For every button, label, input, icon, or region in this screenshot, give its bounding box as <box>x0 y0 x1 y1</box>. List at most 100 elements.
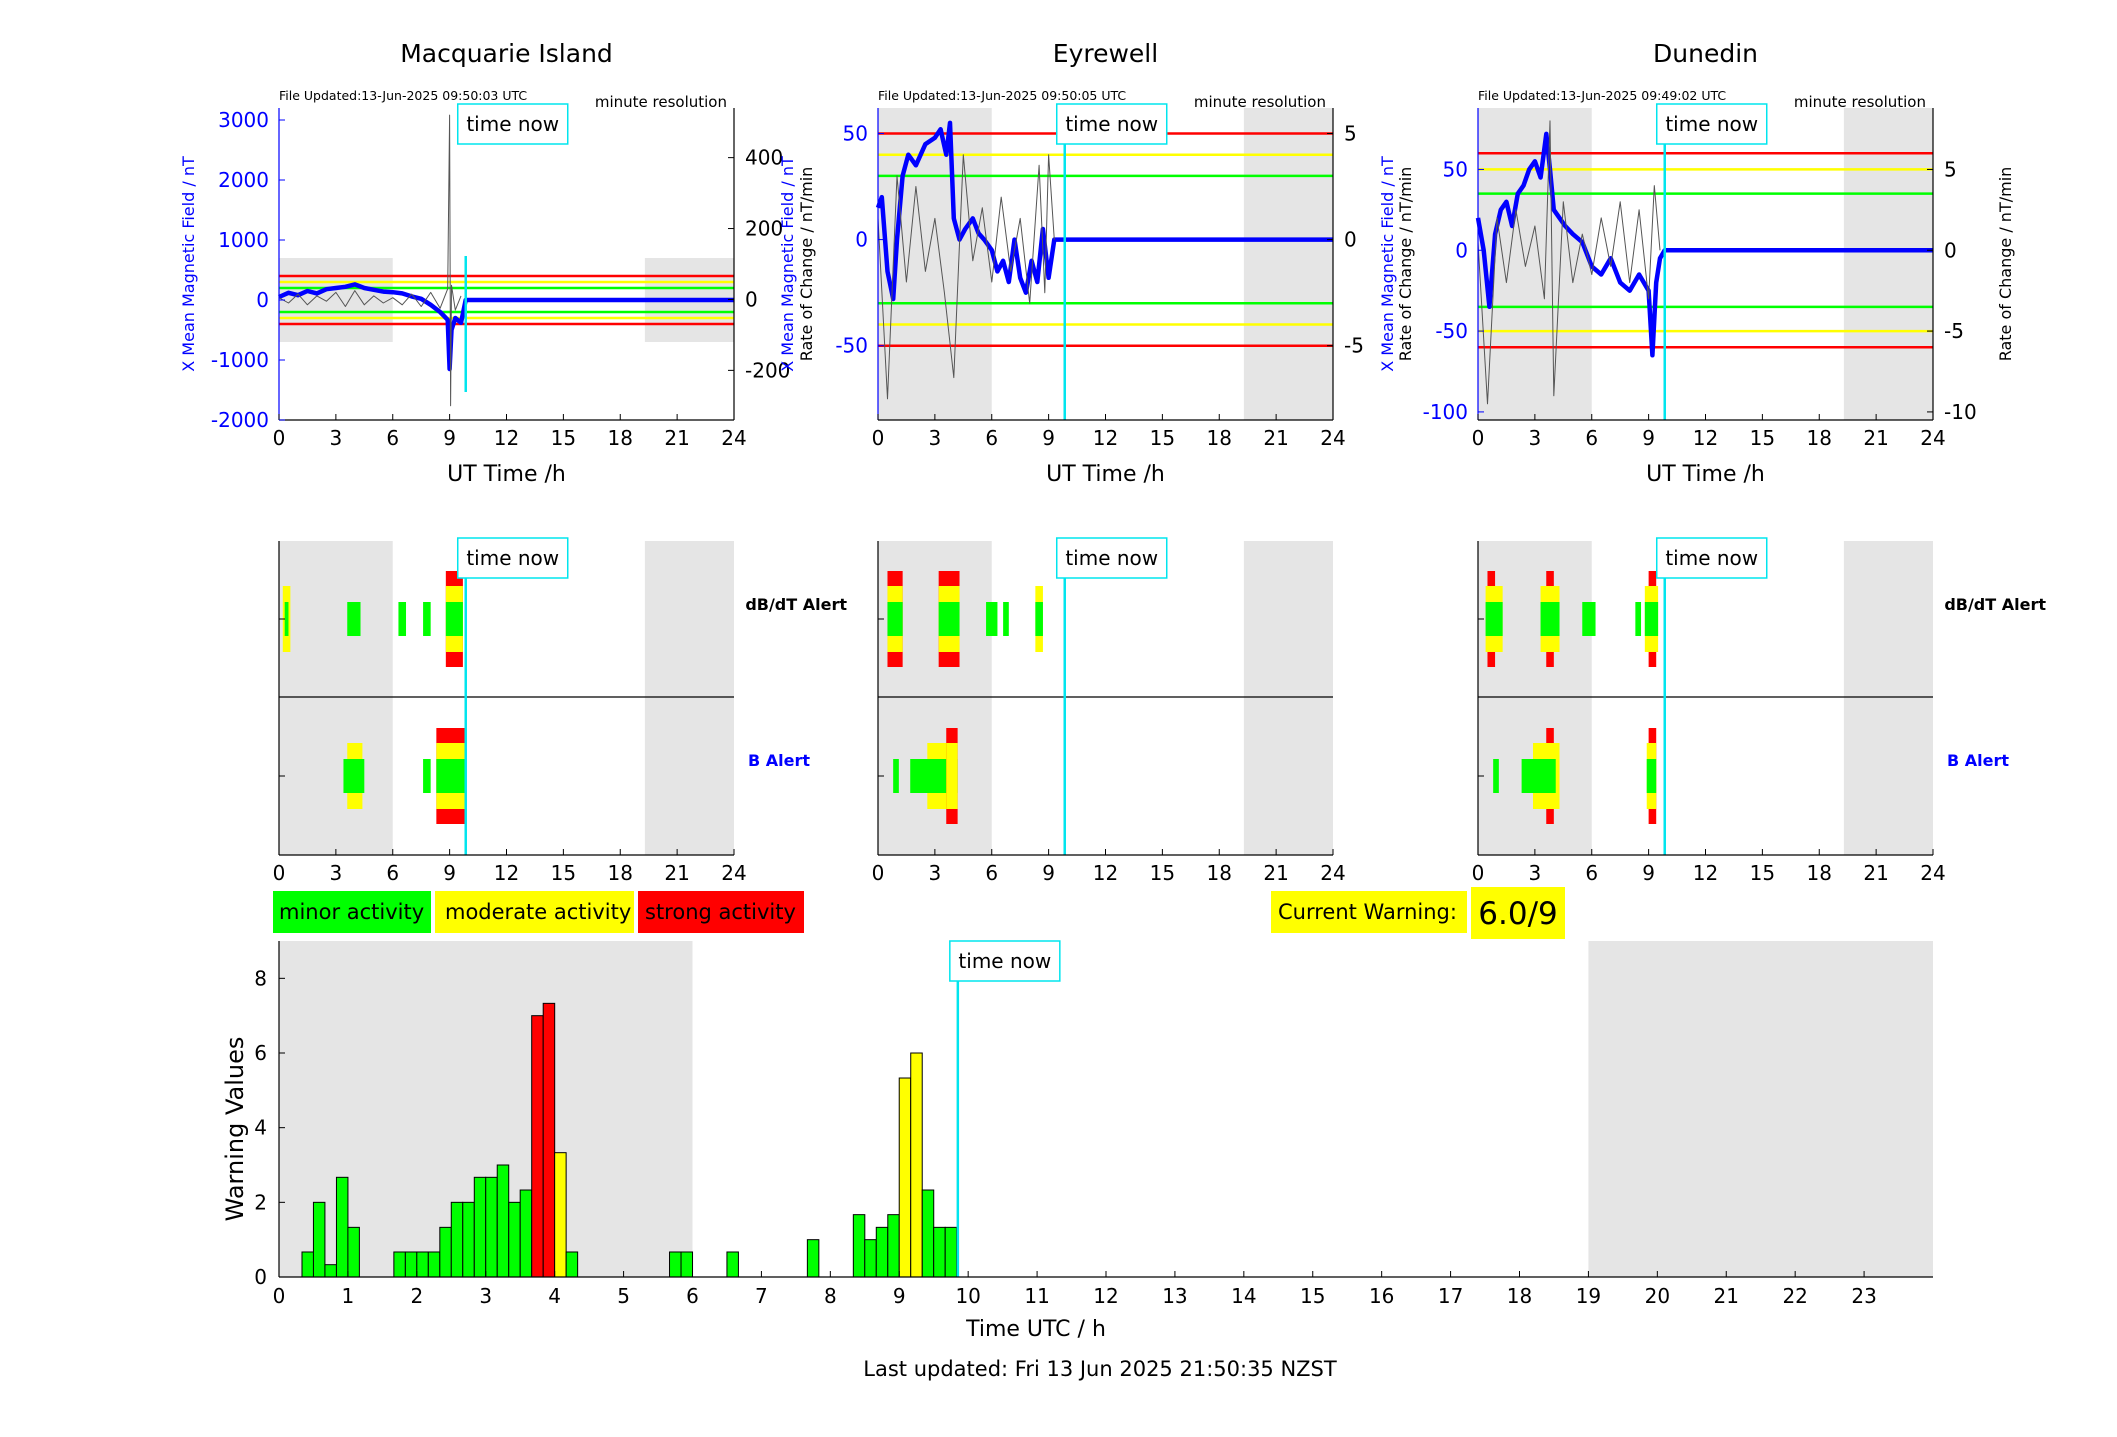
x-tick-label: 18 <box>608 426 633 450</box>
x-tick-label: 22 <box>1782 1284 1807 1308</box>
y-axis-label: X Mean Magnetic Field / nT <box>778 156 797 372</box>
y-axis-label: Warning Values <box>221 1037 249 1222</box>
dbdt-alert-bar <box>398 602 407 636</box>
y-tick-label: -2000 <box>211 408 269 432</box>
warning-bar <box>439 1226 452 1278</box>
time-now-label: time now <box>1665 546 1758 570</box>
dbdt-alert-bar <box>1035 602 1043 636</box>
b-alert-bar <box>436 759 465 793</box>
x-tick-label: 3 <box>1529 426 1542 450</box>
warning-bar <box>669 1251 682 1278</box>
night-band <box>1843 108 1933 420</box>
warning-bar <box>933 1226 946 1278</box>
time-now-box <box>456 537 569 579</box>
x-tick-label: 12 <box>1693 426 1718 450</box>
current-warning-value: 6.0/9 <box>1478 896 1557 932</box>
x-tick-label: 24 <box>721 861 746 885</box>
time-now-box <box>1655 537 1768 579</box>
night-band <box>644 541 734 855</box>
x-tick-label: 9 <box>1042 426 1055 450</box>
x-tick-label: 24 <box>1920 861 1945 885</box>
b-alert-bar <box>893 759 899 793</box>
x-tick-label: 9 <box>443 426 456 450</box>
y2-tick-label: 200 <box>745 217 783 241</box>
warning-bar <box>875 1226 889 1278</box>
y2-axis-label: Rate of Change / nT/min <box>1396 167 1415 362</box>
x-tick-label: 18 <box>1807 426 1832 450</box>
legend-minor-label: minor activity <box>279 900 424 924</box>
x-tick-label: 0 <box>273 1284 286 1308</box>
time-now-box <box>1055 103 1168 145</box>
resolution-label: minute resolution <box>1194 93 1326 111</box>
line-chart-0: Macquarie Island time now File Updated:13-… <box>179 39 816 487</box>
x-tick-label: 12 <box>1093 426 1118 450</box>
y2-tick-label: -200 <box>745 358 790 382</box>
x-tick-label: 0 <box>273 426 286 450</box>
b-alert-bar <box>343 759 365 793</box>
dbdt-alert-label: dB/dT Alert <box>1944 595 2046 614</box>
x-tick-label: 6 <box>686 1284 699 1308</box>
y2-tick-label: 0 <box>1944 238 1957 262</box>
x-tick-label: 1 <box>342 1284 355 1308</box>
current-warning-value-box <box>1471 887 1565 939</box>
x-tick-label: 18 <box>1207 426 1232 450</box>
dbdt-alert-bar <box>1582 602 1596 636</box>
warning-bar <box>680 1251 694 1278</box>
night-band <box>1243 541 1333 855</box>
x-tick-label: 15 <box>1750 426 1775 450</box>
warning-bar <box>944 1226 958 1278</box>
x-tick-label: 21 <box>1714 1284 1739 1308</box>
dbdt-alert-bar <box>1644 602 1659 636</box>
y2-axis-label: Rate of Change / nT/min <box>1996 167 2015 362</box>
x-tick-label: 9 <box>893 1284 906 1308</box>
y2-tick-label: -5 <box>1944 319 1964 343</box>
time-now-box <box>1655 103 1768 145</box>
x-axis-label: UT Time /h <box>447 462 566 487</box>
x-tick-label: 6 <box>985 426 998 450</box>
warning-bar <box>324 1264 337 1278</box>
y2-tick-label: -10 <box>1944 400 1977 424</box>
warning-bar <box>921 1189 935 1278</box>
x-tick-label: 10 <box>955 1284 980 1308</box>
file-updated-label: File Updated:13-Jun-2025 09:50:05 UTC <box>878 88 1126 103</box>
x-tick-label: 6 <box>1585 426 1598 450</box>
warning-bar <box>335 1176 349 1278</box>
y-tick-label: 4 <box>254 1116 267 1140</box>
time-now-label: time now <box>958 949 1051 973</box>
warning-bar <box>887 1214 900 1278</box>
y-tick-label: 8 <box>254 966 267 990</box>
x-tick-label: 3 <box>929 426 942 450</box>
b-alert-label: B Alert <box>1947 751 2009 770</box>
resolution-label: minute resolution <box>595 93 727 111</box>
x-axis-label: Time UTC / h <box>965 1317 1106 1342</box>
x-tick-label: 7 <box>755 1284 768 1308</box>
y2-tick-label: 400 <box>745 146 783 170</box>
dbdt-alert-bar <box>284 602 289 636</box>
b-alert-bar <box>1521 759 1556 793</box>
x-tick-label: 12 <box>1093 1284 1118 1308</box>
dbdt-alert-bar <box>1003 602 1009 636</box>
dbdt-alert-bar <box>1635 602 1642 636</box>
y-tick-label: 0 <box>855 228 868 252</box>
warning-bar <box>416 1251 429 1278</box>
x-tick-label: 15 <box>1150 861 1175 885</box>
x-tick-label: 17 <box>1438 1284 1463 1308</box>
y-axis-label: X Mean Magnetic Field / nT <box>1378 156 1397 372</box>
b-alert-bar <box>1493 759 1499 793</box>
chart-title: Macquarie Island <box>400 39 613 68</box>
legend-minor-swatch <box>273 891 431 933</box>
night-band <box>279 541 393 855</box>
x-tick-label: 12 <box>494 861 519 885</box>
x-tick-label: 3 <box>479 1284 492 1308</box>
night-band <box>1243 108 1333 420</box>
b-alert-label: B Alert <box>748 751 810 770</box>
warning-bar <box>898 1077 912 1278</box>
night-band <box>1588 941 1933 1277</box>
warning-bar <box>312 1201 326 1278</box>
x-tick-label: 9 <box>1642 861 1655 885</box>
line-chart-2: Dunedin time now File Updated:13-Jun-2025 … <box>1378 39 2015 487</box>
charts-layer: Macquarie Island time now File Updated:13-… <box>179 39 2046 1342</box>
b-alert-bar <box>423 759 431 793</box>
x-tick-label: 0 <box>872 426 885 450</box>
